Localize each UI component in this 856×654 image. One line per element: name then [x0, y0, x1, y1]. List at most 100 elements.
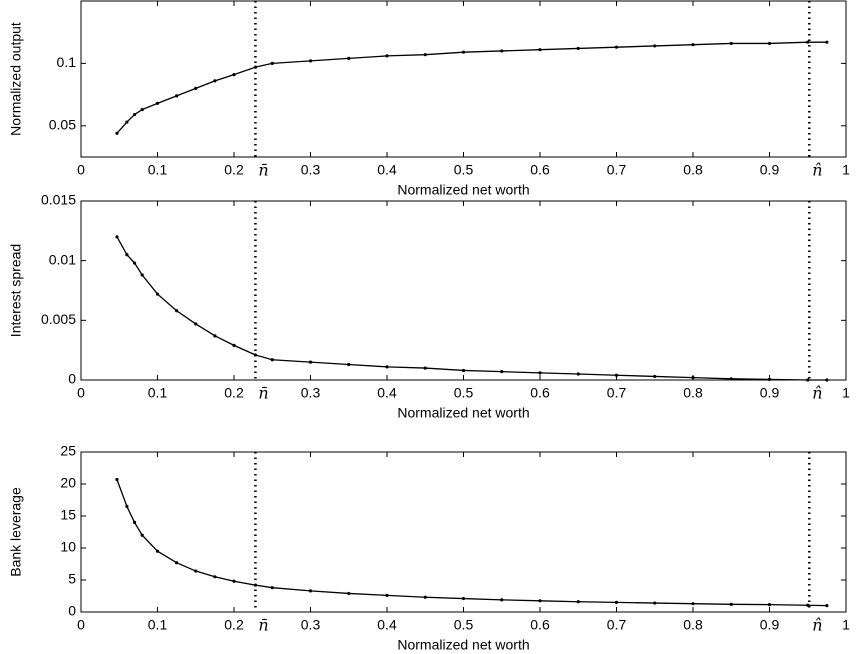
- y-axis-label: Bank leverage: [8, 487, 24, 577]
- data-point: [347, 56, 351, 61]
- data-point: [614, 45, 619, 49]
- x-tick-label: 0: [77, 162, 85, 178]
- data-point: [500, 370, 504, 374]
- data-point: [806, 40, 810, 44]
- data-point: [385, 365, 389, 369]
- data-point: [691, 376, 695, 380]
- data-point: [308, 360, 313, 364]
- y-tick-label: 25: [60, 443, 76, 459]
- data-point: [461, 368, 466, 373]
- data-point: [538, 371, 542, 375]
- axes-box: [80, 200, 847, 381]
- y-tick-label: 0: [68, 603, 76, 619]
- data-point: [825, 40, 829, 44]
- data-point: [729, 377, 733, 381]
- x-tick-label: 0.8: [683, 385, 703, 401]
- y-tick-label: 5: [68, 571, 76, 587]
- data-point: [213, 334, 217, 338]
- y-tick-label: 20: [60, 475, 76, 491]
- data-point: [132, 261, 137, 265]
- data-point: [347, 591, 351, 596]
- reference-label: n̂: [812, 161, 822, 180]
- x-tick-label: 1: [842, 617, 850, 633]
- y-tick-label: 0.015: [41, 192, 76, 208]
- data-point: [767, 377, 772, 382]
- x-tick-label: 1: [842, 162, 850, 178]
- data-point: [500, 49, 504, 53]
- data-point: [175, 561, 179, 565]
- x-tick-label: 0.6: [530, 385, 550, 401]
- y-tick-label: 15: [60, 507, 76, 523]
- data-point: [155, 549, 160, 553]
- data-point: [614, 600, 619, 605]
- x-axis-label: Normalized net worth: [397, 182, 529, 198]
- axes-box: [80, 0, 847, 158]
- y-tick-label: 0.005: [41, 311, 76, 327]
- y-tick-label: 10: [60, 539, 76, 555]
- y-tick-label: 0.05: [49, 117, 76, 133]
- data-point: [125, 504, 129, 508]
- data-point: [194, 322, 198, 326]
- data-point: [729, 41, 733, 46]
- data-point: [270, 358, 274, 362]
- data-point: [270, 61, 274, 65]
- data-point: [232, 579, 236, 583]
- x-tick-label: 0.5: [454, 162, 474, 178]
- data-point: [155, 101, 160, 105]
- data-line: [116, 41, 827, 134]
- x-tick-label: 0.8: [683, 162, 703, 178]
- data-point: [232, 73, 236, 77]
- data-point: [691, 43, 695, 47]
- x-tick-label: 0.7: [607, 617, 627, 633]
- x-tick-label: 0.6: [530, 617, 550, 633]
- data-point: [500, 598, 504, 602]
- y-tick-label: 0.1: [57, 54, 77, 70]
- x-tick-label: 0.7: [607, 162, 627, 178]
- x-tick-label: 0.9: [760, 162, 780, 178]
- y-tick-label: 0.01: [49, 251, 76, 267]
- data-point: [423, 595, 427, 599]
- reference-label: n̄: [258, 384, 268, 403]
- axes-box: [80, 451, 847, 613]
- data-point: [806, 378, 810, 382]
- data-point: [461, 596, 466, 601]
- data-point: [140, 533, 144, 537]
- data-point: [308, 59, 313, 63]
- data-point: [140, 107, 144, 112]
- x-tick-label: 0.2: [224, 385, 244, 401]
- x-tick-label: 0: [77, 617, 85, 633]
- data-point: [115, 477, 119, 482]
- data-point: [140, 273, 144, 277]
- x-axis-label: Normalized net worth: [397, 637, 529, 653]
- data-point: [538, 48, 542, 52]
- data-point: [653, 44, 657, 48]
- data-point: [253, 583, 258, 587]
- x-tick-label: 0.7: [607, 385, 627, 401]
- data-point: [132, 520, 137, 525]
- data-point: [175, 94, 179, 98]
- data-point: [691, 602, 695, 606]
- data-point: [767, 603, 772, 607]
- data-point: [653, 601, 657, 605]
- y-axis-label: Interest spread: [8, 244, 24, 337]
- data-point: [253, 65, 258, 69]
- x-tick-label: 0.4: [377, 617, 397, 633]
- data-point: [253, 353, 258, 357]
- data-point: [213, 79, 217, 83]
- reference-label: n̄: [258, 616, 268, 635]
- data-point: [806, 603, 810, 607]
- data-point: [132, 112, 137, 117]
- data-point: [232, 343, 236, 347]
- x-tick-label: 0.1: [148, 162, 168, 178]
- x-tick-label: 0.6: [530, 162, 550, 178]
- x-tick-label: 0.5: [454, 385, 474, 401]
- data-point: [653, 374, 657, 379]
- data-point: [423, 53, 427, 57]
- x-tick-label: 0.3: [301, 385, 321, 401]
- y-axis-label: Normalized output: [8, 22, 24, 136]
- x-tick-label: 0.2: [224, 162, 244, 178]
- x-tick-label: 0.3: [301, 617, 321, 633]
- x-tick-label: 0.2: [224, 617, 244, 633]
- data-point: [194, 86, 198, 90]
